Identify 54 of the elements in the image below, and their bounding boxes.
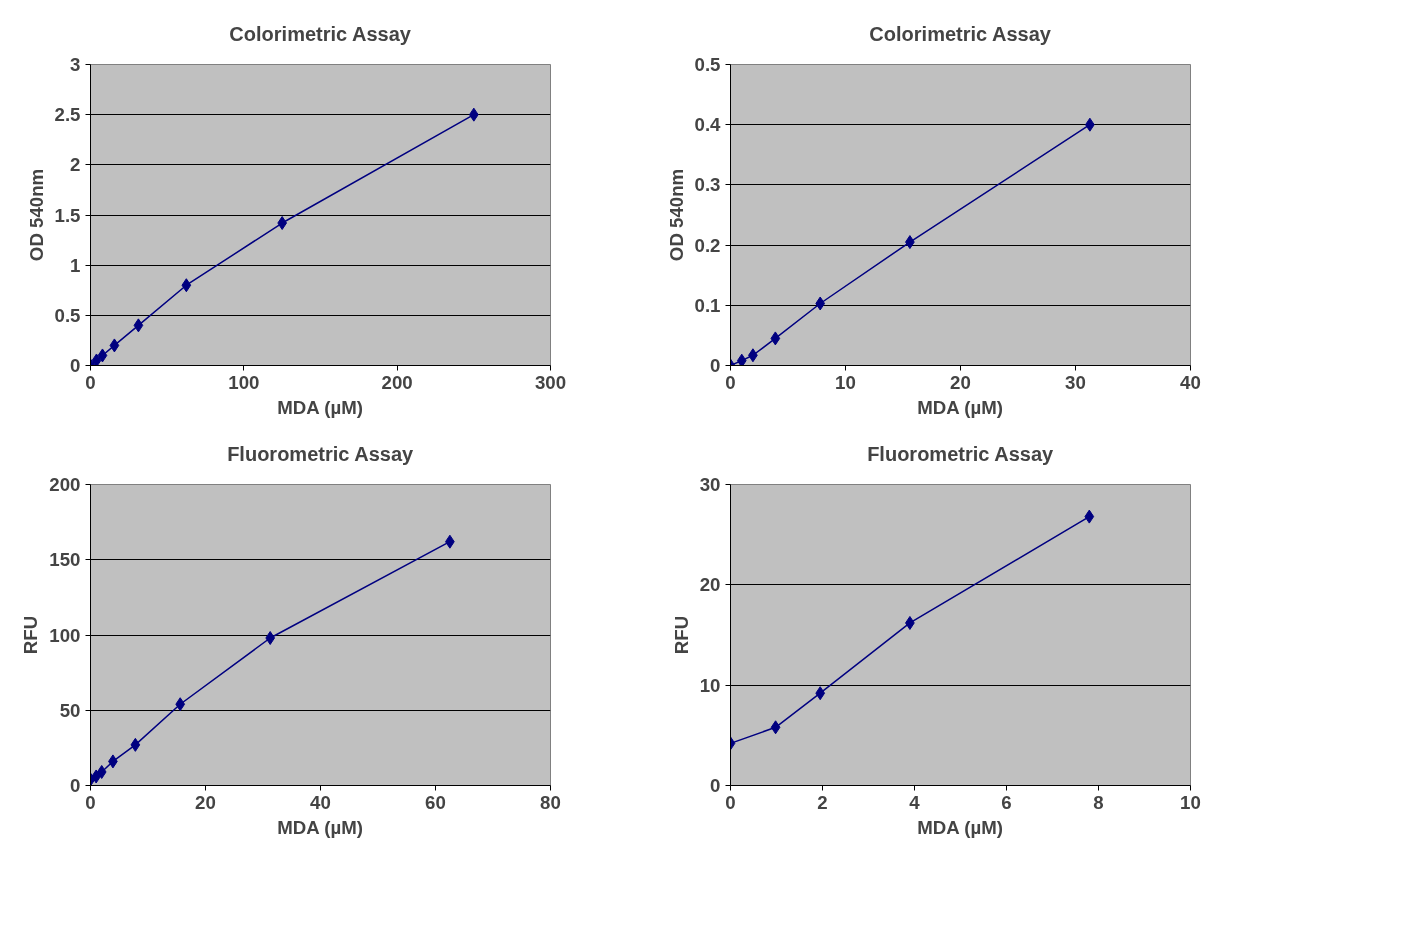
chart-title: Colorimetric Assay (869, 22, 1052, 45)
y-tick-label: 3 (70, 54, 81, 75)
y-tick-label: 2.5 (54, 104, 81, 126)
x-tick-label: 20 (950, 371, 971, 393)
x-tick-label: 40 (310, 791, 331, 813)
chart-title: Colorimetric Assay (229, 22, 412, 45)
y-tick-label: 0.1 (694, 294, 721, 316)
y-axis-title: RFU (670, 615, 692, 655)
y-tick-label: 0.3 (694, 174, 721, 196)
y-tick-label: 30 (699, 474, 721, 495)
x-tick-label: 4 (909, 791, 921, 813)
y-tick-label: 2 (70, 154, 81, 176)
y-tick-label: 200 (49, 474, 81, 495)
x-tick-label: 80 (540, 791, 561, 813)
y-tick-label: 1 (70, 254, 81, 276)
x-tick-label: 0 (725, 371, 736, 393)
x-axis-title: MDA (µM) (917, 396, 1004, 418)
y-tick-label: 0.5 (54, 304, 81, 326)
y-tick-label: 0 (70, 775, 81, 796)
x-tick-label: 40 (1180, 371, 1201, 393)
y-tick-label: 20 (699, 574, 721, 596)
y-tick-label: 100 (49, 624, 81, 646)
x-axis-title: MDA (µM) (277, 816, 364, 838)
x-tick-label: 10 (1180, 791, 1201, 813)
y-tick-label: 0.5 (694, 54, 721, 75)
y-tick-label: 0 (710, 775, 721, 796)
x-tick-label: 0 (85, 371, 96, 393)
y-tick-label: 1.5 (54, 204, 81, 226)
chart-title: Fluorometric Assay (227, 442, 414, 465)
y-tick-label: 50 (59, 699, 81, 721)
x-tick-label: 8 (1093, 791, 1104, 813)
y-tick-label: 150 (49, 549, 81, 571)
y-tick-label: 0 (710, 355, 721, 376)
y-tick-label: 0.4 (694, 114, 722, 136)
y-axis-title: OD 540nm (25, 168, 47, 262)
x-tick-label: 2 (817, 791, 828, 813)
x-tick-label: 200 (381, 371, 413, 393)
x-tick-label: 20 (195, 791, 216, 813)
chart-title: Fluorometric Assay (867, 442, 1054, 465)
y-axis-title: RFU (20, 615, 42, 655)
y-tick-label: 0 (70, 355, 81, 376)
x-tick-label: 10 (835, 371, 856, 393)
y-axis-title: OD 540nm (665, 168, 687, 262)
x-axis-title: MDA (µM) (917, 816, 1004, 838)
y-tick-label: 10 (699, 674, 721, 696)
y-tick-label: 0.2 (694, 234, 721, 256)
x-tick-label: 0 (725, 791, 736, 813)
x-tick-label: 300 (534, 371, 567, 393)
x-tick-label: 0 (85, 791, 96, 813)
x-tick-label: 30 (1065, 371, 1086, 393)
x-tick-label: 6 (1001, 791, 1012, 813)
x-axis-title: MDA (µM) (277, 396, 364, 418)
x-tick-label: 100 (228, 371, 260, 393)
x-tick-label: 60 (425, 791, 446, 813)
